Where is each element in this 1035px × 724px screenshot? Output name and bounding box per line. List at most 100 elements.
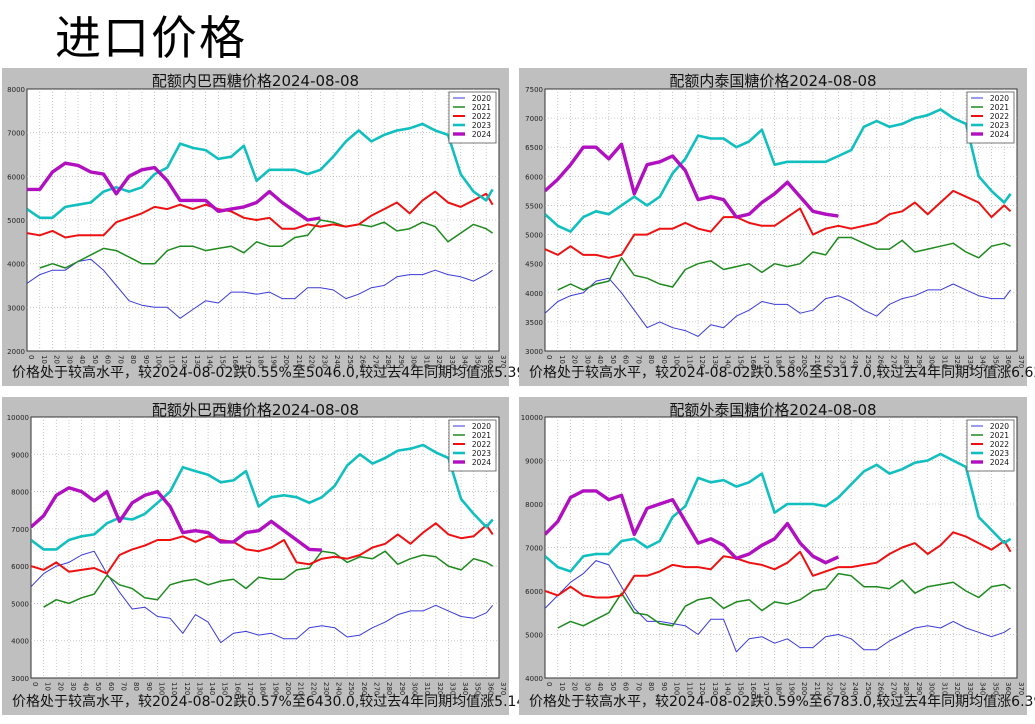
svg-text:2020: 2020 — [990, 94, 1009, 103]
svg-text:7000: 7000 — [11, 526, 29, 534]
svg-text:180: 180 — [257, 355, 265, 368]
svg-text:120: 120 — [183, 682, 191, 695]
svg-text:100: 100 — [673, 682, 681, 695]
svg-text:5500: 5500 — [525, 202, 543, 210]
series-line-2023 — [27, 122, 494, 220]
svg-text:150: 150 — [218, 355, 226, 368]
svg-text:40: 40 — [596, 682, 604, 691]
svg-text:360: 360 — [486, 682, 494, 695]
svg-text:30: 30 — [583, 682, 591, 691]
svg-text:0: 0 — [545, 682, 553, 686]
chart-svg: 0 10 20 30 40 50 60 70 80 90 100 110 120 130 140 150 160… — [7, 86, 507, 368]
svg-text:180: 180 — [775, 355, 783, 368]
svg-text:370: 370 — [499, 355, 507, 368]
svg-text:210: 210 — [813, 355, 821, 368]
chart-svg: 0 10 20 30 40 50 60 70 80 90 100 110 120 130 140 150 160… — [525, 86, 1025, 368]
svg-text:80: 80 — [647, 682, 655, 691]
svg-text:2022: 2022 — [990, 112, 1009, 121]
svg-text:340: 340 — [979, 355, 987, 368]
series-line-2022 — [545, 189, 1012, 259]
page-title: 进口价格 — [55, 11, 247, 65]
series-line-2020 — [545, 277, 1012, 337]
svg-text:200: 200 — [800, 682, 808, 695]
svg-text:170: 170 — [244, 355, 252, 368]
svg-text:100: 100 — [157, 682, 165, 695]
svg-text:130: 130 — [195, 682, 203, 695]
series-line-2024 — [545, 489, 840, 565]
svg-text:3500: 3500 — [525, 319, 543, 327]
chart-panel-quota-brazil: 0 10 20 30 40 50 60 70 80 90 100 110 120 130 140 150 160… — [2, 68, 539, 386]
svg-text:70: 70 — [120, 682, 128, 691]
svg-text:290: 290 — [915, 355, 923, 368]
series-line-2024 — [31, 486, 322, 552]
svg-text:50: 50 — [94, 682, 102, 691]
svg-text:240: 240 — [333, 355, 341, 368]
svg-text:2024: 2024 — [472, 130, 491, 139]
svg-text:350: 350 — [991, 355, 999, 368]
svg-text:2023: 2023 — [472, 121, 491, 130]
svg-text:310: 310 — [940, 682, 948, 695]
svg-text:2022: 2022 — [990, 440, 1009, 449]
chart-panel-quota-thailand: 0 10 20 30 40 50 60 70 80 90 100 110 120 130 140 150 160… — [519, 68, 1035, 386]
svg-text:170: 170 — [246, 682, 254, 695]
svg-text:300: 300 — [928, 355, 936, 368]
series-line-2023 — [545, 108, 1012, 233]
svg-text:260: 260 — [877, 355, 885, 368]
svg-text:90: 90 — [145, 682, 153, 691]
svg-text:80: 80 — [647, 355, 655, 364]
svg-text:20: 20 — [56, 682, 64, 691]
svg-text:170: 170 — [762, 355, 770, 368]
svg-text:2020: 2020 — [472, 422, 491, 431]
series-line-2023 — [31, 443, 494, 551]
svg-text:330: 330 — [448, 682, 456, 695]
svg-text:140: 140 — [208, 682, 216, 695]
series-line-2021 — [39, 219, 494, 269]
svg-text:2023: 2023 — [990, 121, 1009, 130]
svg-text:320: 320 — [436, 682, 444, 695]
svg-text:180: 180 — [775, 682, 783, 695]
svg-text:150: 150 — [736, 355, 744, 368]
svg-text:370: 370 — [1017, 355, 1025, 368]
svg-text:0: 0 — [31, 682, 39, 686]
svg-text:7000: 7000 — [525, 115, 543, 123]
svg-text:190: 190 — [271, 682, 279, 695]
svg-text:210: 210 — [297, 682, 305, 695]
series-line-2024 — [27, 161, 321, 222]
svg-text:130: 130 — [193, 355, 201, 368]
svg-text:370: 370 — [499, 682, 507, 695]
svg-text:60: 60 — [107, 682, 115, 691]
svg-text:2021: 2021 — [990, 431, 1009, 440]
svg-text:340: 340 — [461, 682, 469, 695]
svg-text:360: 360 — [1004, 355, 1012, 368]
svg-text:260: 260 — [877, 682, 885, 695]
svg-text:5000: 5000 — [11, 600, 29, 608]
svg-text:100: 100 — [673, 355, 681, 368]
svg-text:140: 140 — [724, 682, 732, 695]
chart-note: 价格处于较高水平，较2024-08-02跌0.57%至6430.0,较过去4年同… — [12, 694, 539, 710]
svg-text:140: 140 — [724, 355, 732, 368]
svg-text:220: 220 — [826, 682, 834, 695]
svg-text:280: 280 — [902, 682, 910, 695]
svg-text:4500: 4500 — [525, 261, 543, 269]
svg-text:180: 180 — [259, 682, 267, 695]
svg-text:330: 330 — [966, 682, 974, 695]
svg-text:290: 290 — [915, 682, 923, 695]
svg-text:350: 350 — [473, 355, 481, 368]
svg-text:320: 320 — [435, 355, 443, 368]
svg-text:190: 190 — [787, 355, 795, 368]
svg-text:170: 170 — [762, 682, 770, 695]
svg-text:6500: 6500 — [525, 144, 543, 152]
svg-text:2024: 2024 — [990, 130, 1009, 139]
svg-text:290: 290 — [398, 682, 406, 695]
svg-text:6000: 6000 — [7, 173, 25, 181]
svg-text:370: 370 — [1017, 682, 1025, 695]
svg-text:70: 70 — [116, 355, 124, 364]
chart-title: 配额外泰国糖价格2024-08-08 — [669, 401, 877, 419]
svg-text:2023: 2023 — [472, 449, 491, 458]
svg-text:2024: 2024 — [990, 458, 1009, 467]
series-line-2023 — [545, 452, 1012, 573]
svg-text:20: 20 — [571, 355, 579, 364]
series-line-2020 — [27, 258, 493, 319]
svg-text:220: 220 — [826, 355, 834, 368]
svg-text:320: 320 — [953, 682, 961, 695]
